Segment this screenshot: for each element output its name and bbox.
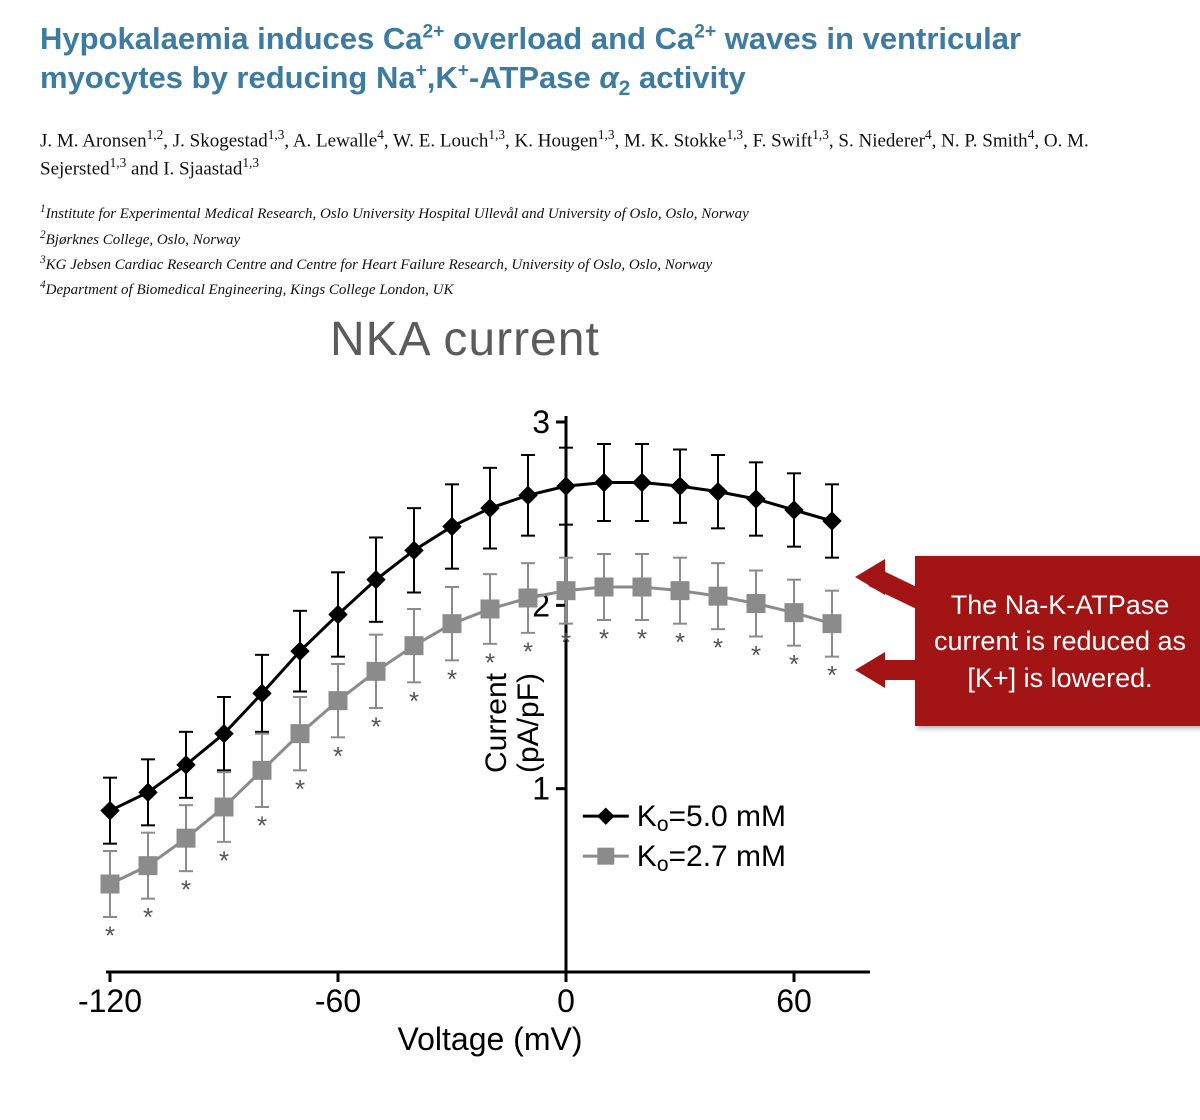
svg-text:*: * <box>789 650 799 680</box>
nka-current-chart: -120-60060123Voltage (mV)Current(pA/pF)*… <box>70 382 900 1062</box>
svg-text:Ko=2.7 mM: Ko=2.7 mM <box>637 841 786 877</box>
affiliation-list: 1Institute for Experimental Medical Rese… <box>40 201 1160 302</box>
svg-text:*: * <box>713 633 723 663</box>
svg-text:Ko=5.0 mM: Ko=5.0 mM <box>637 801 786 837</box>
callout-box: The Na-K-ATPase current is reduced as [K… <box>915 556 1200 726</box>
author-list: J. M. Aronsen1,2, J. Skogestad1,3, A. Le… <box>40 126 1160 184</box>
svg-text:*: * <box>561 628 571 658</box>
svg-text:*: * <box>447 664 457 694</box>
svg-text:*: * <box>257 811 267 841</box>
svg-text:(pA/pF): (pA/pF) <box>512 673 545 773</box>
svg-text:Voltage (mV): Voltage (mV) <box>398 1021 583 1057</box>
svg-text:0: 0 <box>557 983 575 1019</box>
svg-text:*: * <box>105 921 115 951</box>
svg-text:-120: -120 <box>78 983 142 1019</box>
svg-text:*: * <box>485 648 495 678</box>
page-title: Hypokalaemia induces Ca2+ overload and C… <box>40 20 1160 98</box>
svg-text:*: * <box>751 640 761 670</box>
svg-text:1: 1 <box>532 771 550 807</box>
affiliation-item: 4Department of Biomedical Engineering, K… <box>40 277 1160 302</box>
figure-panel: NKA current -120-60060123Voltage (mV)Cur… <box>40 312 1200 1072</box>
svg-text:*: * <box>675 628 685 658</box>
svg-text:*: * <box>143 903 153 933</box>
chart-title: NKA current <box>330 312 600 367</box>
affiliation-item: 2Bjørknes College, Oslo, Norway <box>40 227 1160 252</box>
svg-text:*: * <box>333 741 343 771</box>
svg-text:*: * <box>637 624 647 654</box>
affiliation-item: 1Institute for Experimental Medical Rese… <box>40 201 1160 226</box>
svg-text:*: * <box>219 846 229 876</box>
svg-text:*: * <box>523 637 533 667</box>
affiliation-item: 3KG Jebsen Cardiac Research Centre and C… <box>40 252 1160 277</box>
svg-text:*: * <box>181 875 191 905</box>
svg-text:-60: -60 <box>315 983 361 1019</box>
svg-text:Current: Current <box>480 673 513 774</box>
svg-text:3: 3 <box>532 404 550 440</box>
svg-text:*: * <box>827 661 837 691</box>
svg-text:*: * <box>295 774 305 804</box>
svg-text:*: * <box>599 624 609 654</box>
svg-text:*: * <box>371 712 381 742</box>
svg-text:60: 60 <box>776 983 812 1019</box>
svg-text:*: * <box>409 686 419 716</box>
